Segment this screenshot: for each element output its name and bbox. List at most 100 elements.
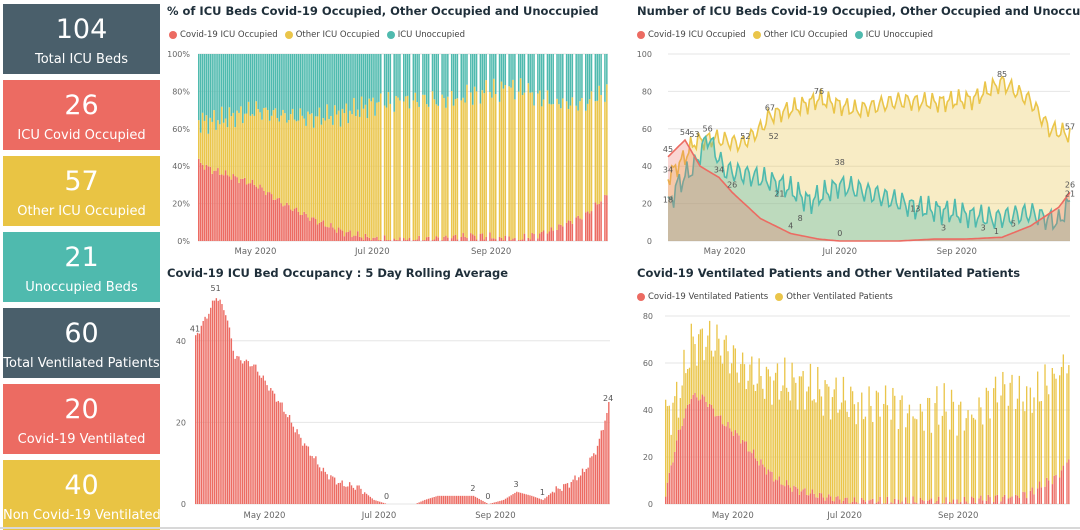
bar-other <box>431 91 434 241</box>
bar-unoccupied <box>345 54 348 104</box>
bar-covid <box>364 233 367 241</box>
chart-pct-stacked[interactable]: 0% 20% 40% 60% 80% 100% May 2020 Jul 2020 Sep 20… <box>160 44 620 262</box>
bar-unoccupied <box>508 54 510 87</box>
bar-other-ventilated <box>798 376 801 495</box>
bar-rolling <box>210 307 212 504</box>
legend-item[interactable]: Covid-19 ICU Occupied <box>169 30 278 40</box>
bar-unoccupied <box>199 54 202 133</box>
bar-covid <box>245 184 248 241</box>
y-tick-label: 0% <box>177 237 190 246</box>
bar-other-ventilated <box>1011 374 1013 497</box>
bar-other <box>341 108 344 231</box>
bar-other <box>529 92 531 240</box>
bar-covid <box>360 237 363 241</box>
x-tick-label: May 2020 <box>244 511 286 521</box>
bar-unoccupied <box>500 54 503 82</box>
bar-rolling <box>439 495 441 504</box>
legend-item[interactable]: Other Ventilated Patients <box>775 292 893 302</box>
bar-other-ventilated <box>782 385 784 486</box>
data-label: 56 <box>703 124 713 133</box>
legend-item[interactable]: ICU Unoccupied <box>854 30 933 40</box>
bar-unoccupied <box>437 54 440 106</box>
bar-other <box>245 113 248 185</box>
bar-other-ventilated <box>751 356 753 454</box>
bar-covid-ventilated <box>798 494 801 504</box>
bar-rolling <box>437 495 439 504</box>
bar-covid-ventilated <box>952 499 955 504</box>
bar-unoccupied <box>435 54 438 105</box>
bar-other-ventilated <box>666 406 669 483</box>
bar-covid <box>272 199 275 241</box>
bar-unoccupied <box>406 54 409 96</box>
bar-other-ventilated <box>785 387 788 481</box>
legend-label: Other ICU Occupied <box>763 30 848 40</box>
bar-other <box>498 101 501 237</box>
bar-other-ventilated <box>1029 387 1032 491</box>
bar-covid <box>512 238 514 241</box>
bar-rolling <box>435 496 437 504</box>
bar-unoccupied <box>418 54 420 107</box>
bar-covid-ventilated <box>875 502 878 504</box>
bar-other <box>255 101 257 187</box>
bar-covid-ventilated <box>960 502 962 504</box>
bar-covid-ventilated <box>870 499 872 504</box>
bar-rolling <box>478 498 480 504</box>
legend-item[interactable]: Other ICU Occupied <box>752 30 848 40</box>
bar-rolling <box>471 495 473 504</box>
bar-covid-ventilated <box>839 499 841 504</box>
bar-other-ventilated <box>699 329 702 400</box>
data-label: 18 <box>663 195 673 204</box>
bar-rolling <box>333 477 336 504</box>
bar-other <box>489 91 491 233</box>
bar-rolling <box>382 502 385 504</box>
chart-ventilated-stacked[interactable]: 0 20 40 60 80 May 2020 Jul 2020 Sep 2020 <box>630 306 1080 526</box>
bar-other-ventilated <box>1033 397 1035 495</box>
bar-rolling <box>448 495 450 504</box>
bar-other-ventilated <box>1009 382 1011 498</box>
bar-other-ventilated <box>820 396 823 494</box>
bar-unoccupied <box>454 54 457 100</box>
bar-rolling <box>281 402 283 504</box>
bar-covid <box>261 187 263 241</box>
bar-other <box>280 115 282 204</box>
bar-other <box>475 91 478 240</box>
bar-rolling <box>271 390 274 504</box>
bar-covid-ventilated <box>897 499 900 504</box>
bar-other <box>316 116 319 225</box>
bar-covid-ventilated <box>862 499 865 504</box>
bar-rolling <box>456 495 458 504</box>
bar-covid <box>370 240 372 241</box>
bar-other <box>443 98 445 237</box>
bar-other <box>309 114 311 221</box>
bar-other-ventilated <box>817 366 819 498</box>
bar-other-ventilated <box>837 412 839 497</box>
bar-other-ventilated <box>994 376 997 496</box>
legend-item[interactable]: Covid-19 Ventilated Patients <box>637 292 768 302</box>
bar-unoccupied <box>312 54 315 128</box>
bar-rolling <box>268 390 270 504</box>
bar-unoccupied <box>253 54 256 116</box>
bar-covid-ventilated <box>965 501 967 504</box>
kpi-value: 21 <box>64 242 99 273</box>
data-label: 3 <box>514 480 519 489</box>
bar-covid-ventilated <box>780 484 782 504</box>
bar-unoccupied <box>531 54 533 93</box>
bar-unoccupied <box>431 54 434 92</box>
bar-other-ventilated <box>806 391 808 495</box>
legend-item[interactable]: Other ICU Occupied <box>284 30 380 40</box>
bar-covid <box>286 202 288 241</box>
legend-item[interactable]: Covid-19 ICU Occupied <box>637 30 746 40</box>
bar-other-ventilated <box>950 389 953 504</box>
legend-item[interactable]: ICU Unoccupied <box>386 30 465 40</box>
bar-other <box>299 108 302 215</box>
other-dot-icon <box>284 31 293 39</box>
bar-rolling <box>225 315 227 504</box>
kpi-label: Total Ventilated Patients <box>3 356 160 371</box>
bar-other <box>207 133 210 167</box>
bar-covid <box>266 192 269 241</box>
bar-other-ventilated <box>773 380 775 482</box>
bar-unoccupied <box>483 54 485 94</box>
bar-unoccupied <box>335 54 338 115</box>
